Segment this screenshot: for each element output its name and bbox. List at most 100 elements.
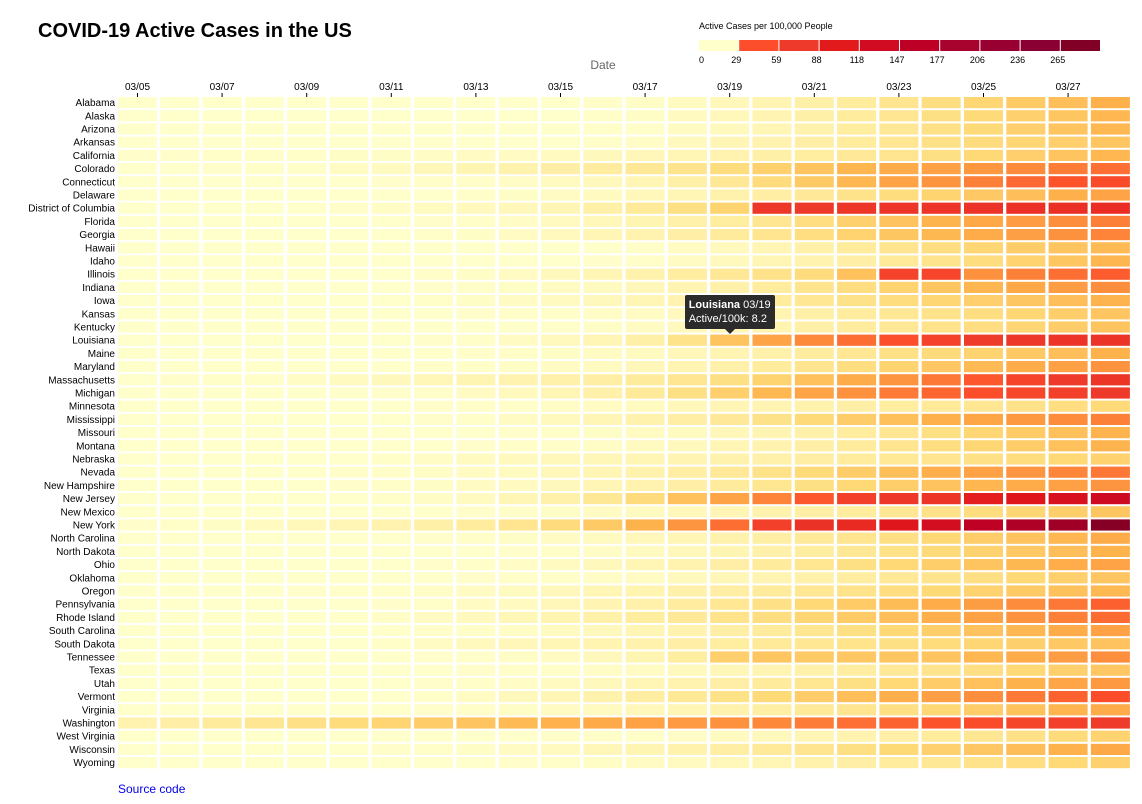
heatmap-cell[interactable]	[498, 321, 538, 333]
heatmap-cell[interactable]	[1048, 321, 1088, 333]
heatmap-cell[interactable]	[837, 110, 877, 122]
heatmap-cell[interactable]	[583, 334, 623, 346]
heatmap-cell[interactable]	[1006, 321, 1046, 333]
heatmap-cell[interactable]	[794, 361, 834, 373]
heatmap-cell[interactable]	[202, 572, 242, 584]
heatmap-cell[interactable]	[1048, 466, 1088, 478]
heatmap-cell[interactable]	[541, 717, 580, 729]
heatmap-cell[interactable]	[160, 110, 200, 122]
heatmap-cell[interactable]	[160, 466, 200, 478]
heatmap-cell[interactable]	[1006, 743, 1046, 755]
heatmap-cell[interactable]	[710, 506, 750, 518]
heatmap-cell[interactable]	[118, 255, 157, 267]
heatmap-cell[interactable]	[710, 677, 750, 689]
heatmap-cell[interactable]	[160, 347, 200, 359]
heatmap-cell[interactable]	[752, 493, 792, 505]
heatmap-cell[interactable]	[625, 400, 665, 412]
heatmap-cell[interactable]	[1090, 202, 1130, 214]
heatmap-cell[interactable]	[964, 308, 1003, 320]
heatmap-cell[interactable]	[498, 757, 538, 769]
heatmap-cell[interactable]	[244, 493, 284, 505]
heatmap-cell[interactable]	[202, 506, 242, 518]
heatmap-cell[interactable]	[921, 545, 961, 557]
heatmap-cell[interactable]	[879, 506, 919, 518]
heatmap-cell[interactable]	[710, 704, 750, 716]
heatmap-cell[interactable]	[160, 757, 200, 769]
heatmap-cell[interactable]	[371, 189, 411, 201]
heatmap-cell[interactable]	[837, 308, 877, 320]
heatmap-cell[interactable]	[414, 374, 454, 386]
heatmap-cell[interactable]	[160, 321, 200, 333]
heatmap-cell[interactable]	[244, 598, 284, 610]
heatmap-cell[interactable]	[498, 730, 538, 742]
heatmap-cell[interactable]	[414, 757, 454, 769]
heatmap-cell[interactable]	[118, 123, 157, 135]
heatmap-cell[interactable]	[202, 717, 242, 729]
heatmap-cell[interactable]	[921, 611, 961, 623]
heatmap-cell[interactable]	[710, 730, 750, 742]
heatmap-cell[interactable]	[160, 506, 200, 518]
heatmap-cell[interactable]	[752, 532, 792, 544]
heatmap-cell[interactable]	[287, 361, 327, 373]
heatmap-cell[interactable]	[329, 242, 369, 254]
heatmap-cell[interactable]	[371, 136, 411, 148]
heatmap-cell[interactable]	[456, 361, 496, 373]
heatmap-cell[interactable]	[583, 440, 623, 452]
heatmap-cell[interactable]	[202, 440, 242, 452]
heatmap-cell[interactable]	[202, 493, 242, 505]
heatmap-cell[interactable]	[1048, 176, 1088, 188]
heatmap-cell[interactable]	[794, 440, 834, 452]
heatmap-cell[interactable]	[837, 361, 877, 373]
heatmap-cell[interactable]	[1006, 545, 1046, 557]
heatmap-cell[interactable]	[1048, 308, 1088, 320]
heatmap-cell[interactable]	[498, 506, 538, 518]
heatmap-cell[interactable]	[1048, 97, 1088, 109]
heatmap-cell[interactable]	[456, 321, 496, 333]
heatmap-cell[interactable]	[160, 625, 200, 637]
heatmap-cell[interactable]	[287, 677, 327, 689]
heatmap-cell[interactable]	[752, 625, 792, 637]
heatmap-cell[interactable]	[456, 638, 496, 650]
heatmap-cell[interactable]	[667, 585, 707, 597]
heatmap-cell[interactable]	[964, 598, 1003, 610]
heatmap-cell[interactable]	[921, 374, 961, 386]
heatmap-cell[interactable]	[752, 189, 792, 201]
heatmap-cell[interactable]	[667, 413, 707, 425]
heatmap-cell[interactable]	[667, 110, 707, 122]
heatmap-cell[interactable]	[371, 466, 411, 478]
heatmap-cell[interactable]	[329, 215, 369, 227]
heatmap-cell[interactable]	[837, 202, 877, 214]
heatmap-cell[interactable]	[202, 281, 242, 293]
heatmap-cell[interactable]	[879, 757, 919, 769]
heatmap-cell[interactable]	[921, 242, 961, 254]
heatmap-cell[interactable]	[625, 677, 665, 689]
heatmap-cell[interactable]	[1090, 466, 1130, 478]
heatmap-cell[interactable]	[837, 413, 877, 425]
heatmap-cell[interactable]	[202, 479, 242, 491]
heatmap-cell[interactable]	[160, 97, 200, 109]
heatmap-cell[interactable]	[583, 295, 623, 307]
heatmap-cell[interactable]	[921, 585, 961, 597]
heatmap-cell[interactable]	[879, 585, 919, 597]
heatmap-cell[interactable]	[371, 440, 411, 452]
heatmap-cell[interactable]	[625, 308, 665, 320]
heatmap-cell[interactable]	[371, 585, 411, 597]
heatmap-cell[interactable]	[794, 413, 834, 425]
heatmap-cell[interactable]	[244, 532, 284, 544]
heatmap-cell[interactable]	[794, 347, 834, 359]
heatmap-cell[interactable]	[667, 347, 707, 359]
heatmap-cell[interactable]	[1090, 677, 1130, 689]
heatmap-cell[interactable]	[752, 743, 792, 755]
heatmap-cell[interactable]	[921, 255, 961, 267]
heatmap-cell[interactable]	[371, 506, 411, 518]
heatmap-cell[interactable]	[456, 743, 496, 755]
heatmap-cell[interactable]	[794, 387, 834, 399]
heatmap-cell[interactable]	[921, 176, 961, 188]
heatmap-cell[interactable]	[1090, 400, 1130, 412]
heatmap-cell[interactable]	[287, 202, 327, 214]
heatmap-cell[interactable]	[202, 466, 242, 478]
heatmap-cell[interactable]	[287, 123, 327, 135]
heatmap-cell[interactable]	[879, 664, 919, 676]
heatmap-cell[interactable]	[160, 519, 200, 531]
heatmap-cell[interactable]	[794, 374, 834, 386]
